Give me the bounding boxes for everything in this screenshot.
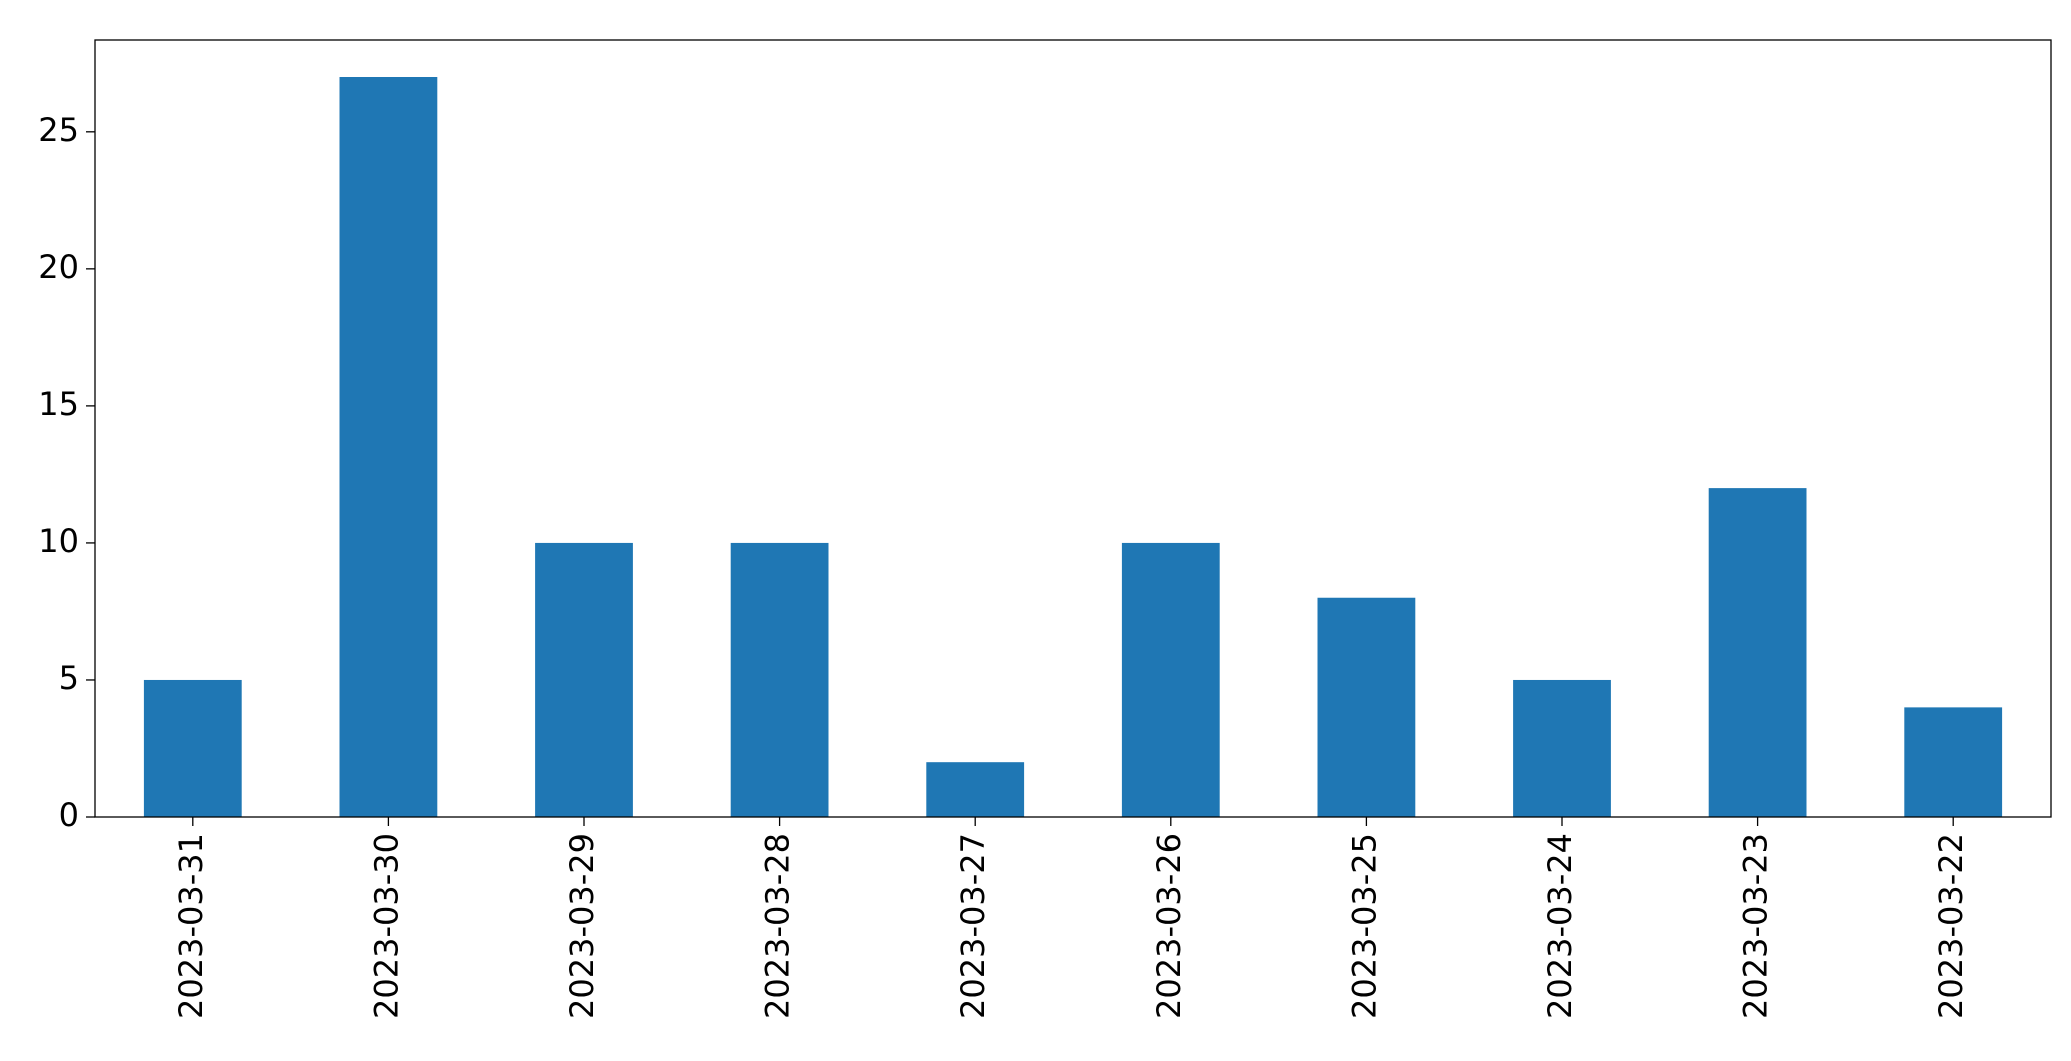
x-tick-label: 2023-03-27: [954, 833, 992, 1019]
bar: [1317, 597, 1416, 817]
x-tick-label: 2023-03-28: [759, 833, 797, 1019]
bar: [926, 762, 1025, 817]
x-tick-label: 2023-03-30: [367, 833, 405, 1019]
y-tick-label: 10: [38, 522, 79, 560]
bar: [1708, 488, 1807, 817]
plot-frame: [94, 39, 2052, 818]
y-tick-label: 20: [38, 248, 79, 286]
x-tick-label: 2023-03-25: [1345, 833, 1383, 1019]
y-tick-label: 0: [59, 796, 79, 834]
x-tick-label: 2023-03-22: [1932, 833, 1970, 1019]
bar: [535, 542, 633, 817]
y-tick-label: 25: [38, 111, 79, 149]
bar: [143, 679, 242, 817]
x-tick-label: 2023-03-29: [563, 833, 601, 1019]
x-tick-label: 2023-03-24: [1541, 833, 1579, 1019]
bar: [1904, 707, 2003, 817]
bar: [1121, 542, 1220, 817]
x-tick-label: 2023-03-26: [1150, 833, 1188, 1019]
bar: [1513, 679, 1611, 817]
x-tick-label: 2023-03-31: [172, 833, 210, 1019]
bar: [730, 542, 829, 817]
y-tick-label: 5: [59, 659, 79, 697]
x-tick-label: 2023-03-23: [1737, 833, 1775, 1019]
y-tick-label: 15: [38, 385, 79, 423]
bar: [339, 77, 438, 817]
